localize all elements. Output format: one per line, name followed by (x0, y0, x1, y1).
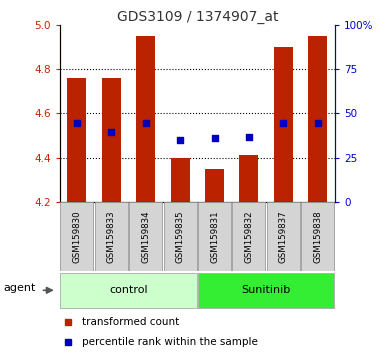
FancyBboxPatch shape (95, 202, 128, 271)
Point (142, 120, 149, 126)
Bar (67, 78, 86, 202)
Point (246, 134, 252, 140)
Point (74, 120, 80, 126)
Bar (171, 158, 189, 202)
FancyBboxPatch shape (60, 273, 197, 308)
Text: GSM159833: GSM159833 (107, 210, 116, 263)
Title: GDS3109 / 1374907_at: GDS3109 / 1374907_at (117, 10, 278, 24)
FancyBboxPatch shape (198, 273, 334, 308)
Point (315, 120, 321, 126)
Text: GSM159837: GSM159837 (279, 210, 288, 263)
FancyBboxPatch shape (164, 202, 197, 271)
Text: transformed count: transformed count (82, 317, 179, 327)
Text: percentile rank within the sample: percentile rank within the sample (82, 337, 258, 347)
Text: GSM159830: GSM159830 (72, 210, 81, 263)
Bar (239, 155, 258, 202)
Point (211, 135, 218, 141)
Bar (102, 78, 121, 202)
Text: agent: agent (3, 283, 35, 293)
Bar (136, 36, 155, 202)
Bar (308, 36, 327, 202)
FancyBboxPatch shape (233, 202, 265, 271)
Point (280, 120, 286, 126)
FancyBboxPatch shape (267, 202, 300, 271)
FancyBboxPatch shape (129, 202, 162, 271)
Point (177, 137, 183, 143)
Text: GSM159834: GSM159834 (141, 210, 150, 263)
Text: control: control (109, 285, 148, 295)
Bar (274, 47, 293, 202)
FancyBboxPatch shape (60, 202, 94, 271)
Text: Sunitinib: Sunitinib (241, 285, 291, 295)
Text: GSM159835: GSM159835 (176, 210, 185, 263)
FancyBboxPatch shape (301, 202, 334, 271)
Text: GSM159832: GSM159832 (244, 210, 253, 263)
Bar (205, 169, 224, 202)
FancyBboxPatch shape (198, 202, 231, 271)
Point (108, 129, 114, 135)
Text: GSM159838: GSM159838 (313, 210, 322, 263)
Text: GSM159831: GSM159831 (210, 210, 219, 263)
